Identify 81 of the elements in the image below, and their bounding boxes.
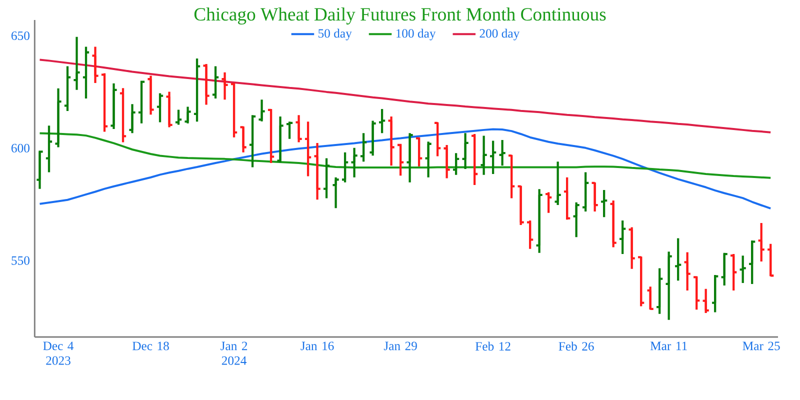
candlestick [600,188,608,218]
candlestick [674,237,682,282]
candlestick [738,254,747,284]
candlestick [461,132,470,170]
y-tick-label: 550 [12,256,30,265]
candlestick [452,152,460,176]
candlestick [609,199,618,248]
x-tick-label: Mar 25 [742,342,780,350]
candlestick [572,201,580,238]
candlestick [322,157,331,200]
candlestick [424,140,432,178]
candlestick [276,115,284,164]
candlestick [480,134,488,176]
candlestick [618,219,627,256]
candlestick [396,142,405,177]
y-tick-label: 600 [12,144,30,152]
x-tick-label: Jan 2 2024 [220,342,248,365]
candlestick [378,108,386,134]
candlestick [757,222,766,263]
candlestick [258,98,266,122]
candlestick [192,57,202,123]
candlestick [720,252,728,287]
legend-label: 50 day [318,28,352,40]
candlestick [54,87,62,148]
candlestick [128,103,136,134]
x-tick-label: Dec 18 [132,342,169,350]
candlestick [729,252,738,292]
candlestick [202,62,210,106]
candlestick [44,124,54,174]
x-tick-label: Feb 12 [475,342,510,351]
candlestick [442,144,451,180]
candlestick [91,46,100,84]
candlestick [710,274,720,314]
candlestick [340,151,350,184]
legend-label: 100 day [396,28,436,40]
candlestick [664,250,673,321]
candlestick [581,171,590,213]
candlestick [488,140,498,176]
candlestick [118,87,128,144]
candlestick [655,267,664,315]
candlestick [702,288,710,314]
candlestick [156,92,164,124]
candlestick [304,120,312,178]
candlestick [498,138,506,167]
candlestick [220,71,229,101]
legend-label: 200 day [480,28,520,40]
chart-title: Chicago Wheat Daily Futures Front Month Continuous [194,7,606,24]
candlestick [554,160,562,206]
candlestick [184,106,192,124]
x-tick-label: Dec 4 2023 [43,342,74,365]
x-tick-label: Jan 16 [300,342,334,350]
x-tick-label: Feb 26 [558,342,594,351]
candlestick [72,36,81,91]
candlestick [683,251,692,292]
candlestick [470,132,479,186]
candlestick [82,46,90,100]
candlestick [332,176,340,210]
candlestick [230,82,238,138]
candlestick [146,74,155,116]
candlestick [165,90,174,128]
candlestick [748,239,756,286]
candlestick [406,132,414,184]
candlestick [294,114,303,144]
candlestick [313,142,322,201]
candlestick [368,120,377,157]
candlestick [350,146,358,178]
candlestick [526,219,534,250]
x-tick-label: Mar 11 [650,342,687,350]
candlestick [211,65,220,100]
candlestick [359,132,368,163]
candlestick [63,65,72,112]
candlestick [174,108,183,126]
candlestick [387,115,396,167]
candlestick [110,82,118,130]
x-tick-label: Jan 29 [384,342,417,350]
y-tick-label: 650 [12,31,30,40]
candlestick [535,188,544,254]
candlestick [628,226,636,270]
candlestick [544,191,553,214]
candlestick [100,72,109,133]
candlestick [562,176,572,221]
